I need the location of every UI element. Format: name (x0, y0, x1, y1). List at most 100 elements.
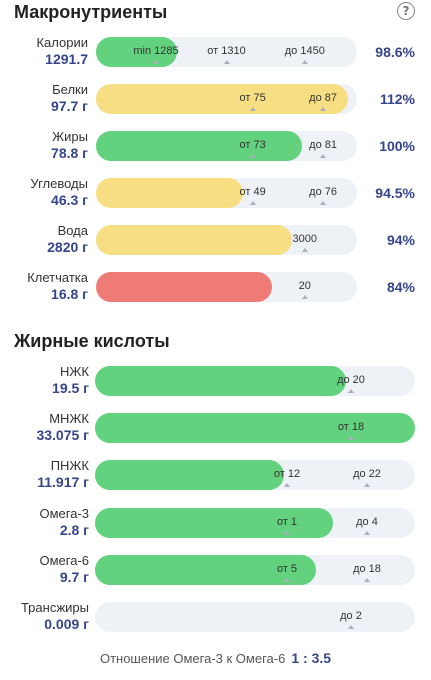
macro-row[interactable]: Белки 97.7 г от 75 до 87 112% (0, 82, 431, 116)
fatty-row[interactable]: МНЖК 33.075 г от 18 (0, 411, 431, 445)
marker-triangle-icon (364, 483, 370, 488)
marker-label: от 5 (276, 562, 298, 575)
marker-triangle-icon (249, 107, 256, 111)
progress-fill (96, 272, 273, 302)
nutrient-value: 78.8 г (51, 145, 88, 161)
nutrient-label: Жиры 78.8 г (51, 129, 88, 161)
nutrient-percent: 98.6% (375, 44, 415, 60)
marker-triangle-icon (348, 436, 354, 441)
progress-track: до 2 (95, 602, 415, 632)
nutrient-value: 19.5 г (52, 380, 89, 396)
nutrient-name: Клетчатка (27, 270, 88, 285)
nutrient-label: Белки 97.7 г (51, 82, 88, 114)
marker-triangle-icon (364, 577, 370, 582)
macronutrients-title: Макронутриенты (14, 2, 168, 22)
marker-label: от 1 (276, 515, 298, 528)
progress-fill (95, 460, 284, 491)
progress-track: от 49 до 76 (96, 178, 357, 208)
nutrient-name: Жиры (52, 129, 88, 144)
marker-label: до 4 (356, 515, 378, 528)
nutrient-label: Вода 2820 г (47, 223, 88, 255)
macro-row[interactable]: Клетчатка 16.8 г 20 84% (0, 270, 431, 304)
marker-triangle-icon (284, 577, 290, 582)
marker-triangle-icon (249, 201, 256, 205)
nutrient-value: 1291.7 (45, 51, 88, 67)
nutrient-value: 16.8 г (51, 286, 88, 302)
progress-fill (96, 131, 303, 161)
marker-label: до 76 (309, 186, 337, 198)
fatty-row[interactable]: ПНЖК 11.917 г от 12 до 22 (0, 458, 431, 492)
nutrient-value: 2820 г (47, 239, 88, 255)
fatty-row[interactable]: Трансжиры 0.009 г до 2 (0, 600, 431, 634)
progress-fill (95, 413, 415, 444)
marker-triangle-icon (153, 60, 160, 64)
nutrient-percent: 112% (379, 91, 415, 107)
marker-label: от 18 (337, 421, 365, 434)
marker-triangle-icon (301, 295, 308, 299)
marker-label: до 81 (309, 139, 337, 151)
nutrient-value: 0.009 г (44, 616, 89, 632)
progress-track: от 12 до 22 (95, 460, 415, 491)
fatty-row[interactable]: Омега-3 2.8 г от 1 до 4 (0, 506, 431, 540)
marker-triangle-icon (320, 154, 327, 158)
help-icon[interactable]: ? (397, 2, 415, 20)
progress-track: от 1 до 4 (95, 507, 415, 538)
nutrient-label: Калории 1291.7 (36, 35, 88, 67)
marker-label: от 49 (239, 186, 266, 198)
marker-triangle-icon (301, 60, 308, 64)
nutrient-percent: 84% (386, 279, 415, 295)
marker-label: min 1285 (133, 45, 179, 57)
nutrient-label: Углеводы 46.3 г (30, 176, 88, 208)
fatty-row[interactable]: Омега-6 9.7 г от 5 до 18 (0, 553, 431, 587)
nutrient-label: Клетчатка 16.8 г (27, 270, 88, 302)
marker-label: до 2 (340, 610, 362, 622)
nutrient-name: Омега-3 (39, 505, 89, 521)
marker-label: от 1310 (207, 45, 246, 57)
nutrient-name: МНЖК (49, 411, 89, 427)
marker-triangle-icon (348, 389, 354, 393)
marker-label: 20 (298, 280, 311, 292)
fatty-acids-title: Жирные кислоты (14, 331, 170, 351)
marker-label: от 73 (239, 139, 266, 151)
nutrient-value: 2.8 г (59, 521, 89, 538)
fatty-row[interactable]: НЖК 19.5 г до 20 (0, 364, 431, 398)
nutrient-label: МНЖК 33.075 г (36, 411, 89, 443)
nutrient-name: Калории (36, 35, 88, 50)
marker-triangle-icon (223, 60, 230, 64)
marker-label: до 20 (337, 374, 365, 386)
marker-triangle-icon (249, 154, 256, 158)
nutrient-name: Трансжиры (20, 600, 89, 615)
progress-track: 3000 (96, 225, 357, 255)
macro-row[interactable]: Калории 1291.7 min 1285 от 1310 до 1450 98.6% (0, 35, 431, 69)
nutrient-name: НЖК (60, 364, 89, 379)
progress-fill (95, 554, 316, 585)
macro-row[interactable]: Углеводы 46.3 г от 49 до 76 94.5% (0, 176, 431, 210)
nutrient-name: Белки (52, 82, 88, 97)
omega-ratio: Отношение Омега-3 к Омега-6 1 : 3.5 (0, 650, 431, 666)
nutrient-value: 46.3 г (51, 192, 88, 208)
nutrient-label: ПНЖК 11.917 г (37, 458, 89, 490)
marker-triangle-icon (348, 625, 354, 629)
progress-fill (95, 366, 347, 396)
nutrient-percent: 94% (386, 232, 415, 248)
marker-label: до 87 (309, 92, 337, 104)
progress-fill (95, 507, 334, 538)
nutrient-label: Омега-6 9.7 г (39, 553, 89, 585)
nutrient-label: Омега-3 2.8 г (39, 506, 89, 538)
progress-fill (96, 178, 244, 208)
nutrient-value: 11.917 г (37, 474, 89, 491)
marker-label: от 12 (273, 468, 301, 481)
progress-track: от 75 до 87 (96, 84, 357, 114)
marker-triangle-icon (284, 530, 290, 535)
marker-triangle-icon (364, 530, 370, 535)
marker-label: до 22 (353, 468, 381, 481)
nutrient-name: Вода (57, 223, 88, 238)
nutrient-name: Углеводы (30, 176, 88, 191)
marker-label: до 1450 (284, 45, 325, 57)
nutrient-name: ПНЖК (50, 458, 89, 474)
omega-ratio-value: 1 : 3.5 (291, 650, 332, 666)
progress-fill (96, 225, 292, 255)
macro-row[interactable]: Жиры 78.8 г от 73 до 81 100% (0, 129, 431, 163)
progress-track: от 73 до 81 (96, 131, 357, 161)
macro-row[interactable]: Вода 2820 г 3000 94% (0, 223, 431, 257)
